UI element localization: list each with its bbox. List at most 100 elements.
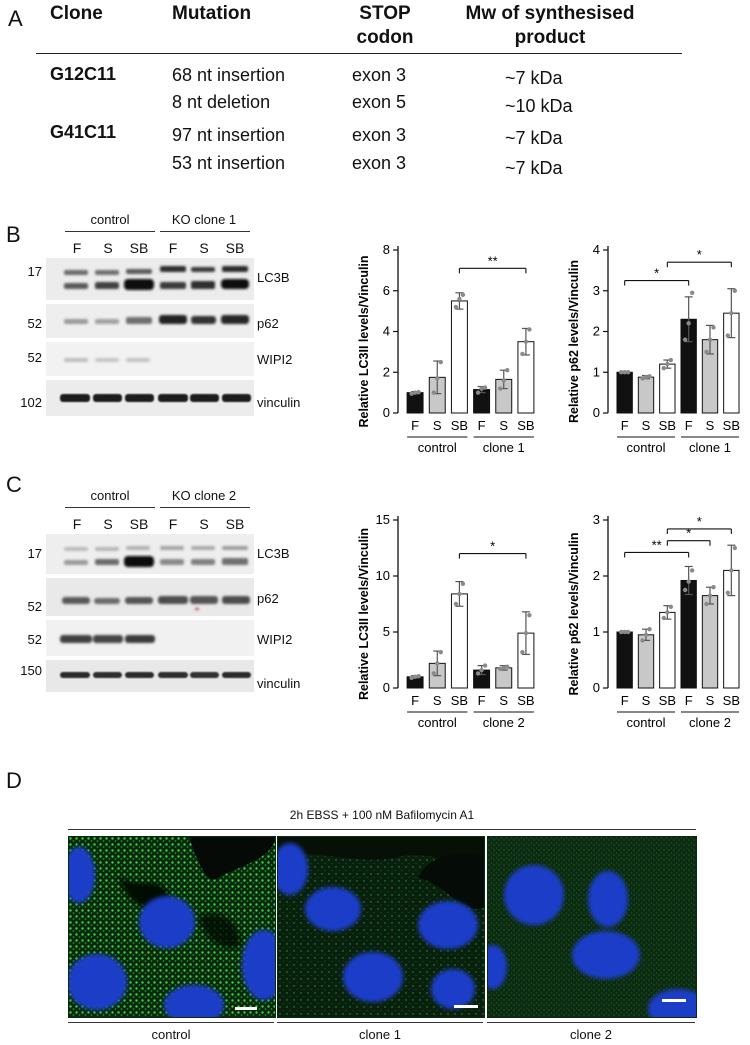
- band: [60, 635, 92, 643]
- group-label: clone 2: [483, 715, 525, 730]
- scale-bar: [662, 999, 686, 1002]
- data-point: [457, 591, 462, 597]
- y-tick-label: 3: [593, 512, 600, 527]
- data-point: [475, 671, 481, 676]
- scale-bar: [235, 1007, 257, 1010]
- y-tick-label: 4: [593, 242, 600, 257]
- data-point: [622, 629, 627, 635]
- bar: [637, 634, 655, 689]
- band: [190, 672, 219, 678]
- bar: [495, 667, 513, 689]
- data-point: [501, 378, 506, 383]
- data-point: [725, 333, 731, 338]
- band: [222, 546, 248, 550]
- x-tick-label: S: [433, 693, 442, 708]
- blot-c-lane-4: F: [168, 516, 178, 532]
- data-point: [689, 290, 695, 295]
- table-cell-stop-3: exon 3: [352, 125, 407, 145]
- bar: [637, 376, 655, 414]
- blot-b-label-wipi2: WIPI2: [257, 352, 293, 367]
- nuclei: [69, 847, 275, 1017]
- data-point: [668, 357, 674, 363]
- bar: [450, 593, 468, 689]
- y-tick-label: 4: [383, 324, 390, 339]
- table-header-clone: Clone: [50, 3, 103, 24]
- data-point: [704, 349, 709, 355]
- band: [191, 316, 216, 324]
- group-label: control: [418, 715, 457, 730]
- band: [190, 596, 218, 604]
- data-point: [482, 663, 488, 668]
- x-tick-label: SB: [451, 693, 468, 708]
- bar: [680, 579, 697, 689]
- table-cell-mw-3: ~7 kDa: [505, 128, 563, 148]
- data-point: [647, 374, 652, 379]
- data-point: [625, 370, 631, 375]
- nucleus: [588, 871, 628, 927]
- blot-b-label-p62: p62: [257, 316, 279, 331]
- table-cell-mw-1: ~7 kDa: [505, 68, 563, 88]
- band: [60, 672, 90, 678]
- band: [222, 266, 248, 272]
- data-point: [460, 581, 466, 587]
- data-point: [453, 304, 459, 310]
- x-tick-label: F: [478, 418, 486, 433]
- table-header-stop-line2: codon: [356, 27, 414, 48]
- data-point: [412, 390, 418, 395]
- data-point: [431, 390, 436, 395]
- microscopy-condition-rule: [68, 829, 696, 830]
- data-point: [475, 390, 481, 395]
- data-point: [640, 376, 645, 381]
- blot-b-mw-wipi2: 52: [27, 350, 42, 365]
- table-cell-mw-2: ~10 kDa: [505, 96, 573, 116]
- data-point: [501, 665, 506, 671]
- band: [60, 394, 90, 402]
- data-point: [618, 370, 624, 375]
- blot-b-mw-p62: 52: [27, 316, 42, 331]
- data-point: [625, 629, 631, 635]
- blot-c-lane-5: S: [199, 516, 209, 532]
- x-tick-label: SB: [723, 693, 740, 708]
- nucleus: [305, 887, 361, 931]
- bar: [701, 595, 719, 689]
- blot-b-label-lc3b: LC3B: [257, 270, 290, 285]
- data-point: [686, 579, 691, 584]
- band: [62, 597, 90, 604]
- band: [222, 672, 251, 678]
- data-point: [416, 674, 421, 679]
- significance-label: **: [488, 253, 498, 268]
- blot-c-label-lc3b: LC3B: [257, 546, 290, 561]
- band: [126, 317, 152, 324]
- group-label: control: [626, 715, 665, 730]
- table-cell-stop-4: exon 3: [352, 153, 407, 173]
- micrograph-clone1: [277, 836, 485, 1018]
- data-point: [482, 385, 488, 390]
- data-point: [686, 321, 691, 326]
- band: [160, 282, 186, 289]
- data-point: [438, 649, 443, 655]
- y-axis-label: Relative LC3II levels/Vinculin: [357, 255, 371, 427]
- band: [158, 672, 188, 678]
- table-header-mw-line2: product: [514, 27, 586, 48]
- blot-b-group-ko: KO clone 1: [171, 212, 237, 227]
- data-point: [725, 590, 731, 595]
- blot-c-mw-p62: 52: [27, 599, 42, 614]
- nucleus: [343, 952, 403, 1002]
- bar: [616, 371, 633, 414]
- y-axis-label: Relative LC3II levels/Vinculin: [357, 528, 371, 700]
- band: [160, 559, 184, 565]
- data-point: [640, 638, 645, 643]
- blot-c-image: [46, 534, 254, 692]
- blot-b-group-control-rule: [65, 231, 155, 232]
- data-point: [435, 376, 440, 381]
- nucleus: [418, 901, 478, 949]
- blot-c-strip-lc3b: [46, 534, 254, 574]
- data-point: [729, 568, 734, 573]
- band: [126, 358, 150, 362]
- data-point: [523, 630, 529, 636]
- y-tick-label: 2: [383, 364, 390, 379]
- bar: [659, 363, 676, 414]
- table-cell-mutation-2: 8 nt deletion: [172, 92, 271, 112]
- y-tick-label: 2: [593, 568, 600, 583]
